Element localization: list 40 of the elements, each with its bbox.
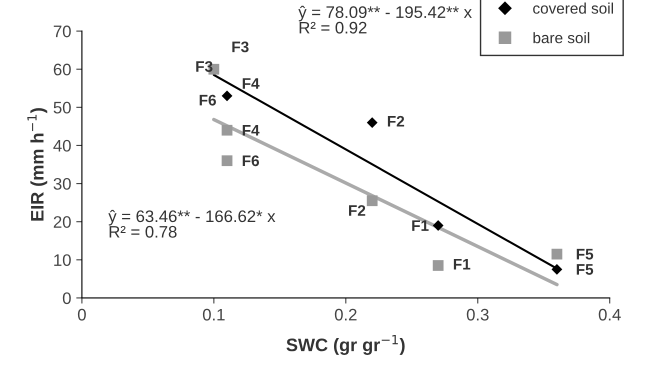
legend-label: bare soil xyxy=(533,32,590,44)
annotation: F6 xyxy=(242,155,260,166)
annotation: F2 xyxy=(349,205,366,216)
point xyxy=(552,248,562,260)
y-tick-label: 60 xyxy=(54,64,71,76)
x-tick-label: 0.3 xyxy=(466,308,489,321)
annotation: F1 xyxy=(412,220,429,231)
y-tick-label: 70 xyxy=(54,26,71,38)
annotation: F5 xyxy=(576,248,594,260)
x-tick-label: 0 xyxy=(78,308,86,321)
annotation: F2 xyxy=(388,116,404,127)
point xyxy=(432,220,444,231)
x-tick-label: 0.4 xyxy=(598,308,621,321)
y-tick-label: 30 xyxy=(54,178,71,190)
point xyxy=(366,117,378,128)
y-tick-label: 40 xyxy=(53,140,71,152)
annotation: F1 xyxy=(454,258,470,270)
point xyxy=(366,195,378,206)
point xyxy=(222,90,232,102)
y-tick-label: 20 xyxy=(54,216,71,228)
annotation: ŷ = 78.09** - 195.42** x R² = 0.92 xyxy=(298,6,472,34)
x-axis-title: SWC (gr gr$^{−1}$) xyxy=(286,334,405,355)
annotation: F4 xyxy=(242,125,260,136)
point xyxy=(552,264,562,275)
x-tick-label: 0.2 xyxy=(334,308,357,321)
legend-label: covered soil xyxy=(533,2,613,14)
annotation: F6 xyxy=(200,94,216,106)
point xyxy=(222,124,232,136)
point xyxy=(222,155,232,166)
y-tick-label: 50 xyxy=(54,102,71,114)
annotation: ŷ = 63.46** - 166.62* x R² = 0.78 xyxy=(108,210,276,238)
x-tick-label: 0.1 xyxy=(202,308,225,321)
y-tick-label: 10 xyxy=(54,254,71,266)
annotation: F3 xyxy=(196,61,212,72)
annotation: F4 xyxy=(242,78,260,89)
point xyxy=(432,260,444,271)
y-tick-label: 0 xyxy=(62,292,71,304)
annotation: F5 xyxy=(576,264,594,275)
y-axis-title: EIR (mm h$^{−1}$) xyxy=(27,108,48,221)
annotation: F3 xyxy=(232,41,249,52)
